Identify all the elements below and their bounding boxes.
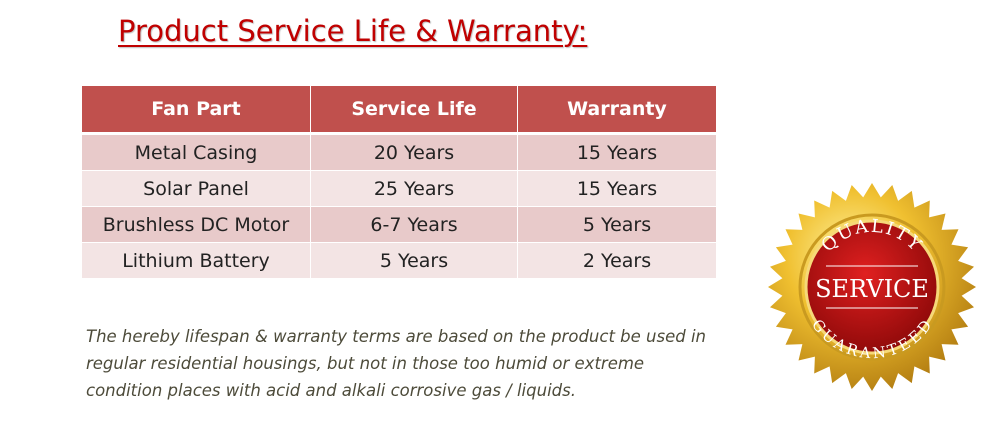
- note-line: condition places with acid and alkali co…: [86, 381, 576, 400]
- badge-center: SERVICE: [815, 275, 929, 303]
- header-cell: Warranty: [517, 86, 716, 135]
- table-cell: 2 Years: [517, 242, 716, 279]
- table-cell: 25 Years: [310, 170, 518, 207]
- ring: [798, 213, 946, 361]
- table-cell: 6-7 Years: [310, 206, 518, 243]
- header-row: Fan Part Service Life Warranty: [82, 86, 716, 135]
- table-cell: 5 Years: [517, 206, 716, 243]
- header-cell: Service Life: [310, 86, 518, 135]
- table-cell: Solar Panel: [82, 170, 311, 207]
- note-line: The hereby lifespan & warranty terms are…: [86, 327, 706, 346]
- table-cell: 15 Years: [517, 133, 716, 171]
- table-row: Solar Panel 25 Years 15 Years: [82, 170, 716, 207]
- table-cell: 15 Years: [517, 170, 716, 207]
- table-cell: Lithium Battery: [82, 242, 311, 279]
- table-cell: 20 Years: [310, 133, 518, 171]
- service-table: Fan Part Service Life Warranty Metal Cas…: [82, 86, 716, 279]
- title: Product Service Life & Warranty:: [118, 14, 588, 48]
- seal: [804, 219, 940, 355]
- table-cell: Metal Casing: [82, 133, 311, 171]
- note-line: regular residential housings, but not in…: [86, 354, 645, 373]
- quality-badge: QUALITY SERVICE GUARANTEED: [768, 183, 976, 391]
- note: The hereby lifespan & warranty terms are…: [86, 323, 706, 404]
- header-cell: Fan Part: [82, 86, 311, 135]
- table-cell: 5 Years: [310, 242, 518, 279]
- table-row: Brushless DC Motor 6-7 Years 5 Years: [82, 206, 716, 243]
- table-cell: Brushless DC Motor: [82, 206, 311, 243]
- table-row: Metal Casing 20 Years 15 Years: [82, 133, 716, 171]
- table-row: Lithium Battery 5 Years 2 Years: [82, 242, 716, 279]
